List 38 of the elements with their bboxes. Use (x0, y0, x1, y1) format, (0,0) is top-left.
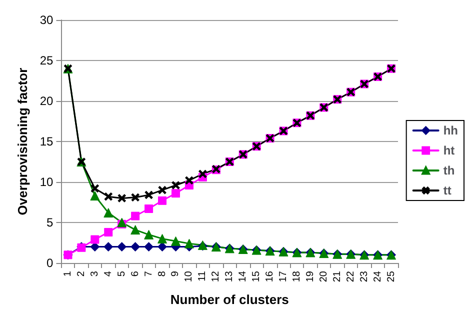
y-tick-label: 0 (46, 256, 54, 270)
x-tick-label: 14 (238, 270, 249, 282)
x-tick-label: 12 (210, 270, 222, 282)
x-tick-label: 17 (278, 270, 290, 282)
x-tick-label: 7 (143, 270, 154, 277)
y-tick-label: 20 (40, 94, 54, 108)
y-tick-label: 10 (40, 175, 54, 189)
x-tick-label: 8 (156, 270, 168, 277)
legend-label: ht (443, 144, 455, 158)
y-tick-label: 15 (40, 134, 54, 148)
x-tick-label: 22 (345, 270, 356, 282)
x-tick-label: 24 (372, 270, 384, 282)
x-tick-label: 2 (76, 270, 87, 277)
x-tick-label: 16 (264, 270, 276, 282)
x-tick-label: 11 (197, 270, 208, 282)
y-tick-label: 25 (40, 54, 54, 68)
y-tick-label: 5 (46, 216, 54, 230)
x-tick-label: 13 (224, 270, 236, 282)
x-tick-label: 23 (358, 270, 370, 282)
x-tick-label: 1 (62, 270, 74, 277)
x-axis-title: Number of clusters (170, 292, 289, 307)
x-tick-label: 10 (184, 270, 195, 282)
x-tick-label: 9 (170, 270, 182, 277)
y-tick-label: 30 (40, 13, 54, 27)
x-tick-label: 25 (386, 270, 397, 282)
x-tick-label: 15 (251, 270, 262, 282)
x-tick-label: 3 (89, 270, 100, 277)
y-axis-title: Overprovisioning factor (15, 68, 30, 216)
legend-label: hh (443, 124, 458, 138)
x-tick-label: 18 (291, 270, 302, 282)
legend-label: th (443, 164, 455, 178)
x-tick-label: 4 (102, 270, 114, 277)
legend-label: tt (443, 184, 452, 198)
x-tick-label: 20 (318, 270, 330, 282)
x-tick-label: 21 (332, 270, 343, 282)
x-tick-label: 19 (304, 270, 316, 282)
x-tick-label: 5 (116, 270, 128, 277)
x-tick-label: 6 (130, 270, 141, 277)
